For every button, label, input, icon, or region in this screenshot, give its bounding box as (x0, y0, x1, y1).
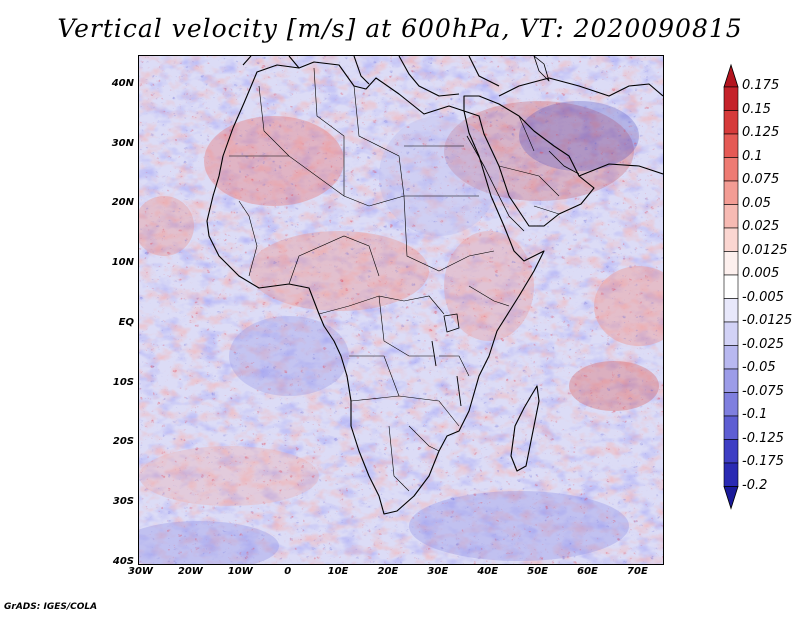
lon-tick-label: 30W (128, 566, 153, 577)
colorbar-label: 0.075 (742, 172, 780, 187)
colorbar-label: 0.125 (742, 125, 780, 140)
colorbar-swatch (723, 392, 739, 417)
colorbar-label: 0.025 (742, 219, 780, 234)
lon-tick-label: 0 (284, 566, 292, 577)
colorbar-label: 0.1 (742, 148, 763, 164)
grads-credit: GrADS: IGES/COLA (4, 602, 98, 612)
colorbar-label: 0.05 (742, 195, 771, 211)
colorbar-label: -0.075 (742, 383, 784, 399)
lat-tick-label: 40N (111, 77, 134, 89)
colorbar-label: 0.005 (742, 266, 780, 281)
colorbar-swatch (723, 368, 739, 393)
lon-tick-label: 10E (327, 566, 349, 577)
colorbar-label: -0.175 (742, 454, 784, 469)
lat-tick-label: 20S (112, 436, 134, 448)
colorbar-swatch (723, 415, 739, 440)
colorbar-swatch (723, 227, 739, 252)
colorbar-bottom-arrow (723, 486, 739, 510)
lat-tick-label: 20N (111, 197, 134, 209)
colorbar-label: -0.005 (742, 289, 784, 305)
colorbar-swatch (723, 110, 739, 135)
colorbar-swatch (723, 86, 739, 111)
colorbar-label: -0.05 (742, 360, 776, 375)
colorbar-swatch (723, 133, 739, 158)
lat-tick-label: 10N (111, 257, 134, 269)
field-strong-descent (139, 56, 663, 564)
colorbar-swatch (723, 180, 739, 205)
map-plot-area (138, 55, 664, 565)
lat-tick-label: EQ (118, 316, 134, 328)
colorbar-swatch (723, 439, 739, 464)
colorbar-swatch (723, 157, 739, 182)
lat-tick-label: 40S (112, 556, 134, 567)
lon-tick-label: 10W (227, 566, 253, 577)
colorbar-label: 0.15 (742, 101, 771, 117)
colorbar-swatch (723, 345, 739, 370)
lon-tick-label: 20W (177, 566, 203, 577)
coastlines (206, 56, 663, 515)
map-title: Vertical velocity [m/s] at 600hPa, VT: 2… (57, 14, 743, 43)
colorbar-label: -0.025 (742, 336, 784, 352)
colorbar-label: 0.0125 (742, 242, 788, 258)
colorbar-label: -0.125 (742, 430, 784, 446)
colorbar-top-arrow (723, 63, 739, 88)
colorbar-swatch (723, 204, 739, 229)
colorbar-swatch (723, 251, 739, 276)
colorbar-label: 0.175 (742, 78, 780, 93)
lat-tick-label: 30S (112, 496, 134, 508)
colorbar-swatch (723, 462, 739, 487)
colorbar-swatch (723, 298, 739, 323)
lat-tick-label: 10S (112, 376, 134, 388)
colorbar-label: -0.2 (742, 477, 768, 493)
vertical-velocity-map (139, 56, 663, 564)
colorbar-label: -0.0125 (742, 313, 793, 328)
colorbar-swatch (723, 321, 739, 346)
lon-tick-label: 70E (627, 566, 648, 577)
lon-tick-label: 60E (577, 566, 598, 577)
country-borders (229, 67, 560, 492)
colorbar-label: -0.1 (742, 407, 768, 422)
colorbar-swatch (723, 274, 739, 299)
lat-tick-label: 30N (111, 137, 134, 149)
lon-tick-label: 30E (427, 566, 449, 577)
lon-tick-label: 50E (527, 566, 548, 577)
lon-tick-label: 20E (377, 566, 399, 577)
lon-tick-label: 40E (477, 566, 499, 577)
